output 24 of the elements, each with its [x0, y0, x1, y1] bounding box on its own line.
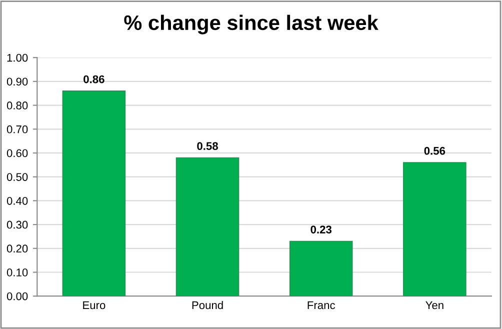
y-tick-label: 0.70 [6, 125, 28, 134]
y-tick-label: 0.30 [6, 220, 28, 229]
bar [289, 240, 353, 296]
y-tick-label: 0.80 [6, 102, 28, 110]
data-label: 0.86 [84, 75, 104, 84]
y-tick-label: 0.60 [6, 149, 28, 158]
x-tick-label: Yen [426, 301, 444, 310]
y-tick-label: 0.20 [6, 244, 28, 253]
y-tick-label: 0.90 [6, 78, 28, 86]
bar [176, 157, 240, 296]
y-tick-label: 1.00 [7, 54, 28, 62]
x-tick-label: Franc [308, 301, 335, 310]
x-tick-label: Pound [192, 300, 223, 310]
x-tick-label: Euro [83, 301, 106, 310]
y-tick-label: 0.50 [6, 173, 28, 181]
chart-title: % change since last week [124, 14, 378, 34]
data-label: 0.58 [197, 142, 218, 150]
bar [403, 162, 466, 296]
y-tick-label: 0.10 [6, 268, 28, 276]
y-tick-label: 0.40 [6, 196, 28, 205]
bar [62, 90, 126, 296]
y-tick-label: 0.00 [6, 292, 28, 300]
data-label: 0.56 [424, 146, 446, 155]
data-label: 0.23 [310, 226, 332, 234]
